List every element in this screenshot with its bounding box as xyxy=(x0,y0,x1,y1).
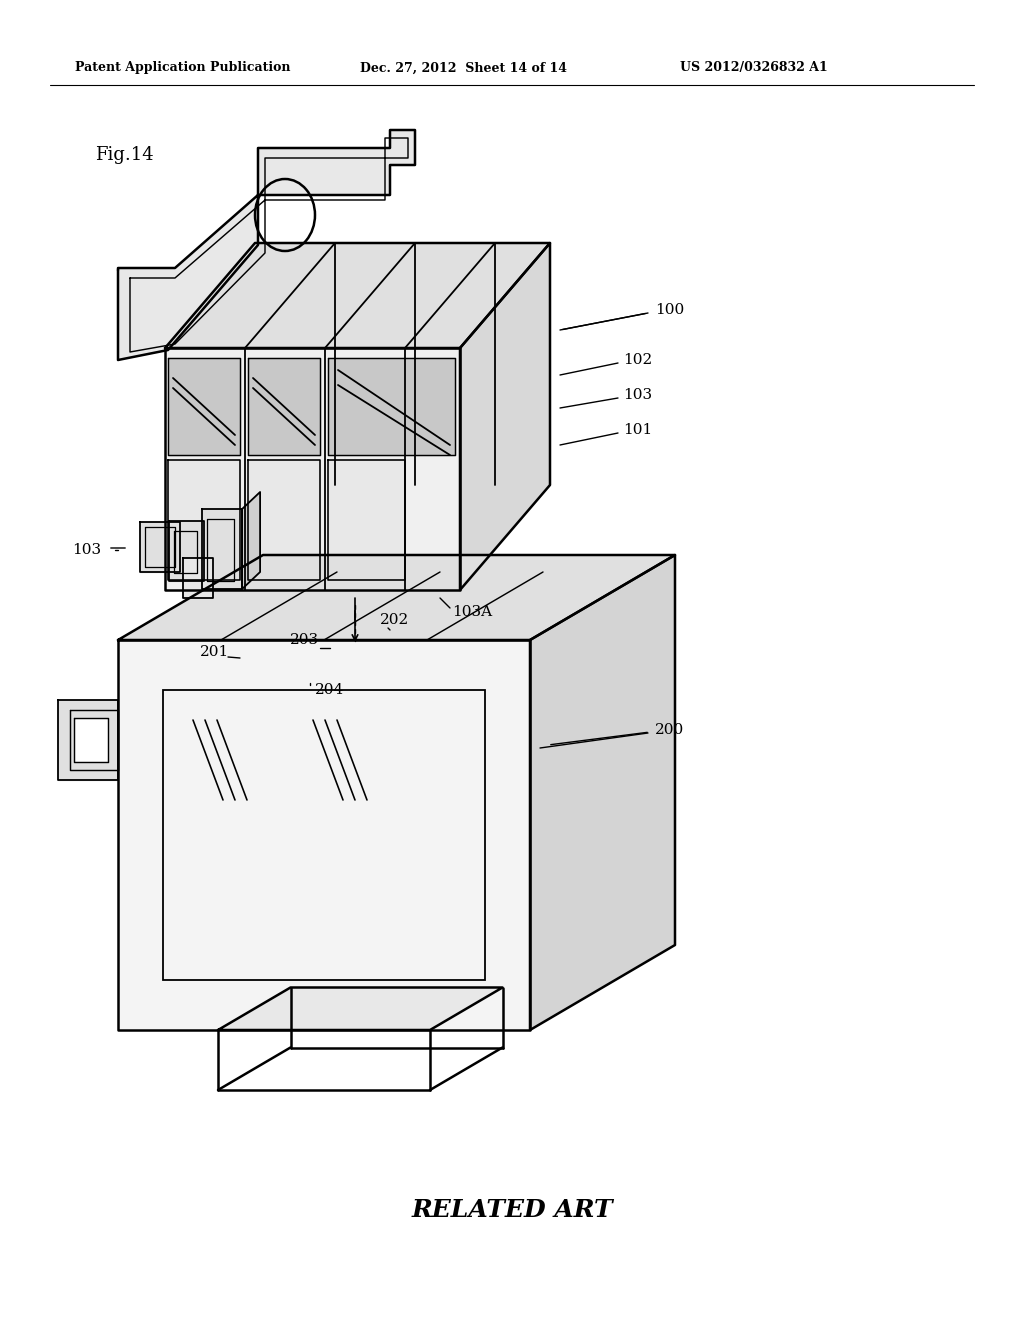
Polygon shape xyxy=(165,348,460,590)
Polygon shape xyxy=(139,521,180,572)
Text: Patent Application Publication: Patent Application Publication xyxy=(75,62,291,74)
Text: 103: 103 xyxy=(72,543,101,557)
Polygon shape xyxy=(118,554,675,640)
Text: 102: 102 xyxy=(623,352,652,367)
Polygon shape xyxy=(165,243,550,348)
Text: 100: 100 xyxy=(655,304,684,317)
Polygon shape xyxy=(168,459,240,579)
Polygon shape xyxy=(74,718,108,762)
Polygon shape xyxy=(183,557,213,598)
Text: 201: 201 xyxy=(200,645,229,659)
Polygon shape xyxy=(530,554,675,1030)
Text: RELATED ART: RELATED ART xyxy=(412,1199,612,1222)
Text: Fig.14: Fig.14 xyxy=(95,147,154,164)
Bar xyxy=(163,690,485,979)
Polygon shape xyxy=(248,459,319,579)
Text: 101: 101 xyxy=(623,422,652,437)
Polygon shape xyxy=(169,520,204,581)
Text: 103A: 103A xyxy=(452,605,493,619)
Text: 204: 204 xyxy=(315,682,344,697)
Polygon shape xyxy=(242,492,260,589)
Polygon shape xyxy=(118,640,530,1030)
Polygon shape xyxy=(460,243,550,590)
Polygon shape xyxy=(328,358,455,455)
Polygon shape xyxy=(58,700,118,780)
Text: Dec. 27, 2012  Sheet 14 of 14: Dec. 27, 2012 Sheet 14 of 14 xyxy=(360,62,567,74)
Text: US 2012/0326832 A1: US 2012/0326832 A1 xyxy=(680,62,827,74)
Text: 103: 103 xyxy=(623,388,652,403)
Polygon shape xyxy=(118,129,415,360)
Text: 200: 200 xyxy=(655,723,684,737)
Text: 203: 203 xyxy=(290,634,319,647)
Text: 202: 202 xyxy=(380,612,410,627)
Polygon shape xyxy=(168,358,240,455)
Polygon shape xyxy=(218,987,503,1030)
Polygon shape xyxy=(202,510,242,589)
Polygon shape xyxy=(328,459,406,579)
Polygon shape xyxy=(248,358,319,455)
